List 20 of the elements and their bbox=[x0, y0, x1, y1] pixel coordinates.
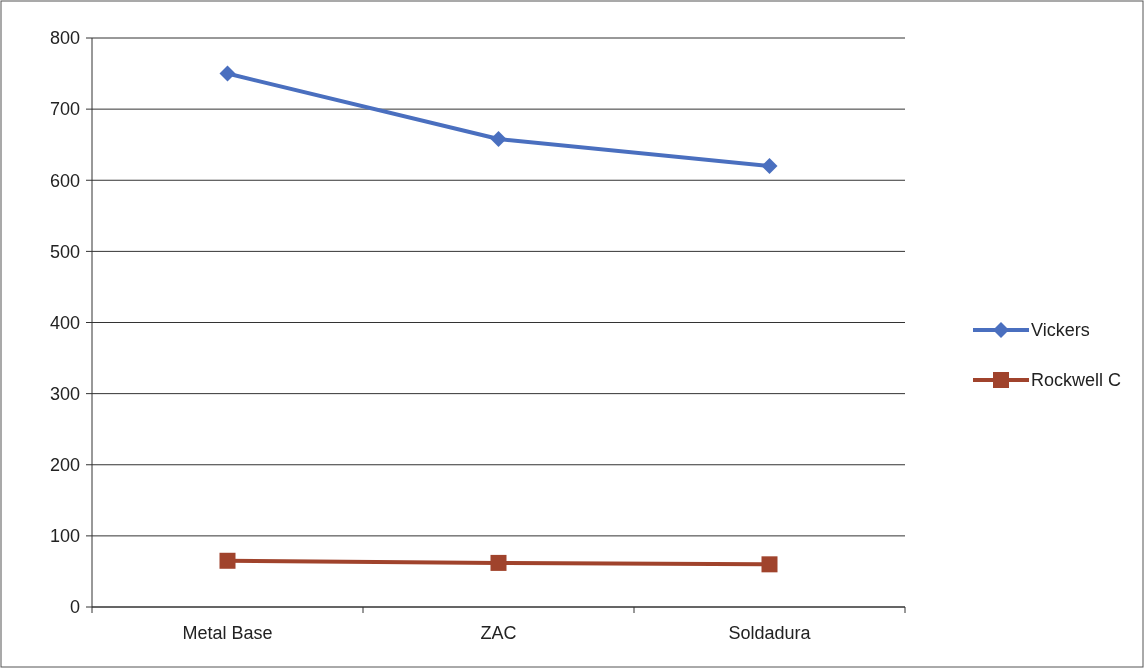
point bbox=[219, 65, 236, 82]
y-tick-label: 600 bbox=[49, 170, 80, 191]
y-tick-label: 700 bbox=[49, 99, 80, 120]
legend-label: Vickers bbox=[1031, 320, 1090, 341]
point bbox=[490, 554, 507, 571]
y-tick-label: 400 bbox=[49, 312, 80, 333]
legend-label: Rockwell C bbox=[1031, 370, 1122, 391]
y-tick-label: 200 bbox=[49, 455, 80, 476]
x-tick-label: Metal Base bbox=[182, 623, 273, 643]
point bbox=[490, 131, 507, 147]
y-tick-label: 300 bbox=[49, 383, 80, 404]
x-tick-label: ZAC bbox=[480, 623, 517, 643]
point bbox=[761, 158, 778, 175]
y-tick-label: 100 bbox=[49, 526, 80, 547]
x-tick-label: Soldadura bbox=[728, 623, 812, 643]
y-tick-label: 800 bbox=[49, 28, 80, 49]
point bbox=[219, 552, 236, 569]
point bbox=[761, 556, 778, 573]
y-tick-label: 500 bbox=[49, 241, 80, 262]
y-tick-label: 0 bbox=[69, 597, 80, 618]
